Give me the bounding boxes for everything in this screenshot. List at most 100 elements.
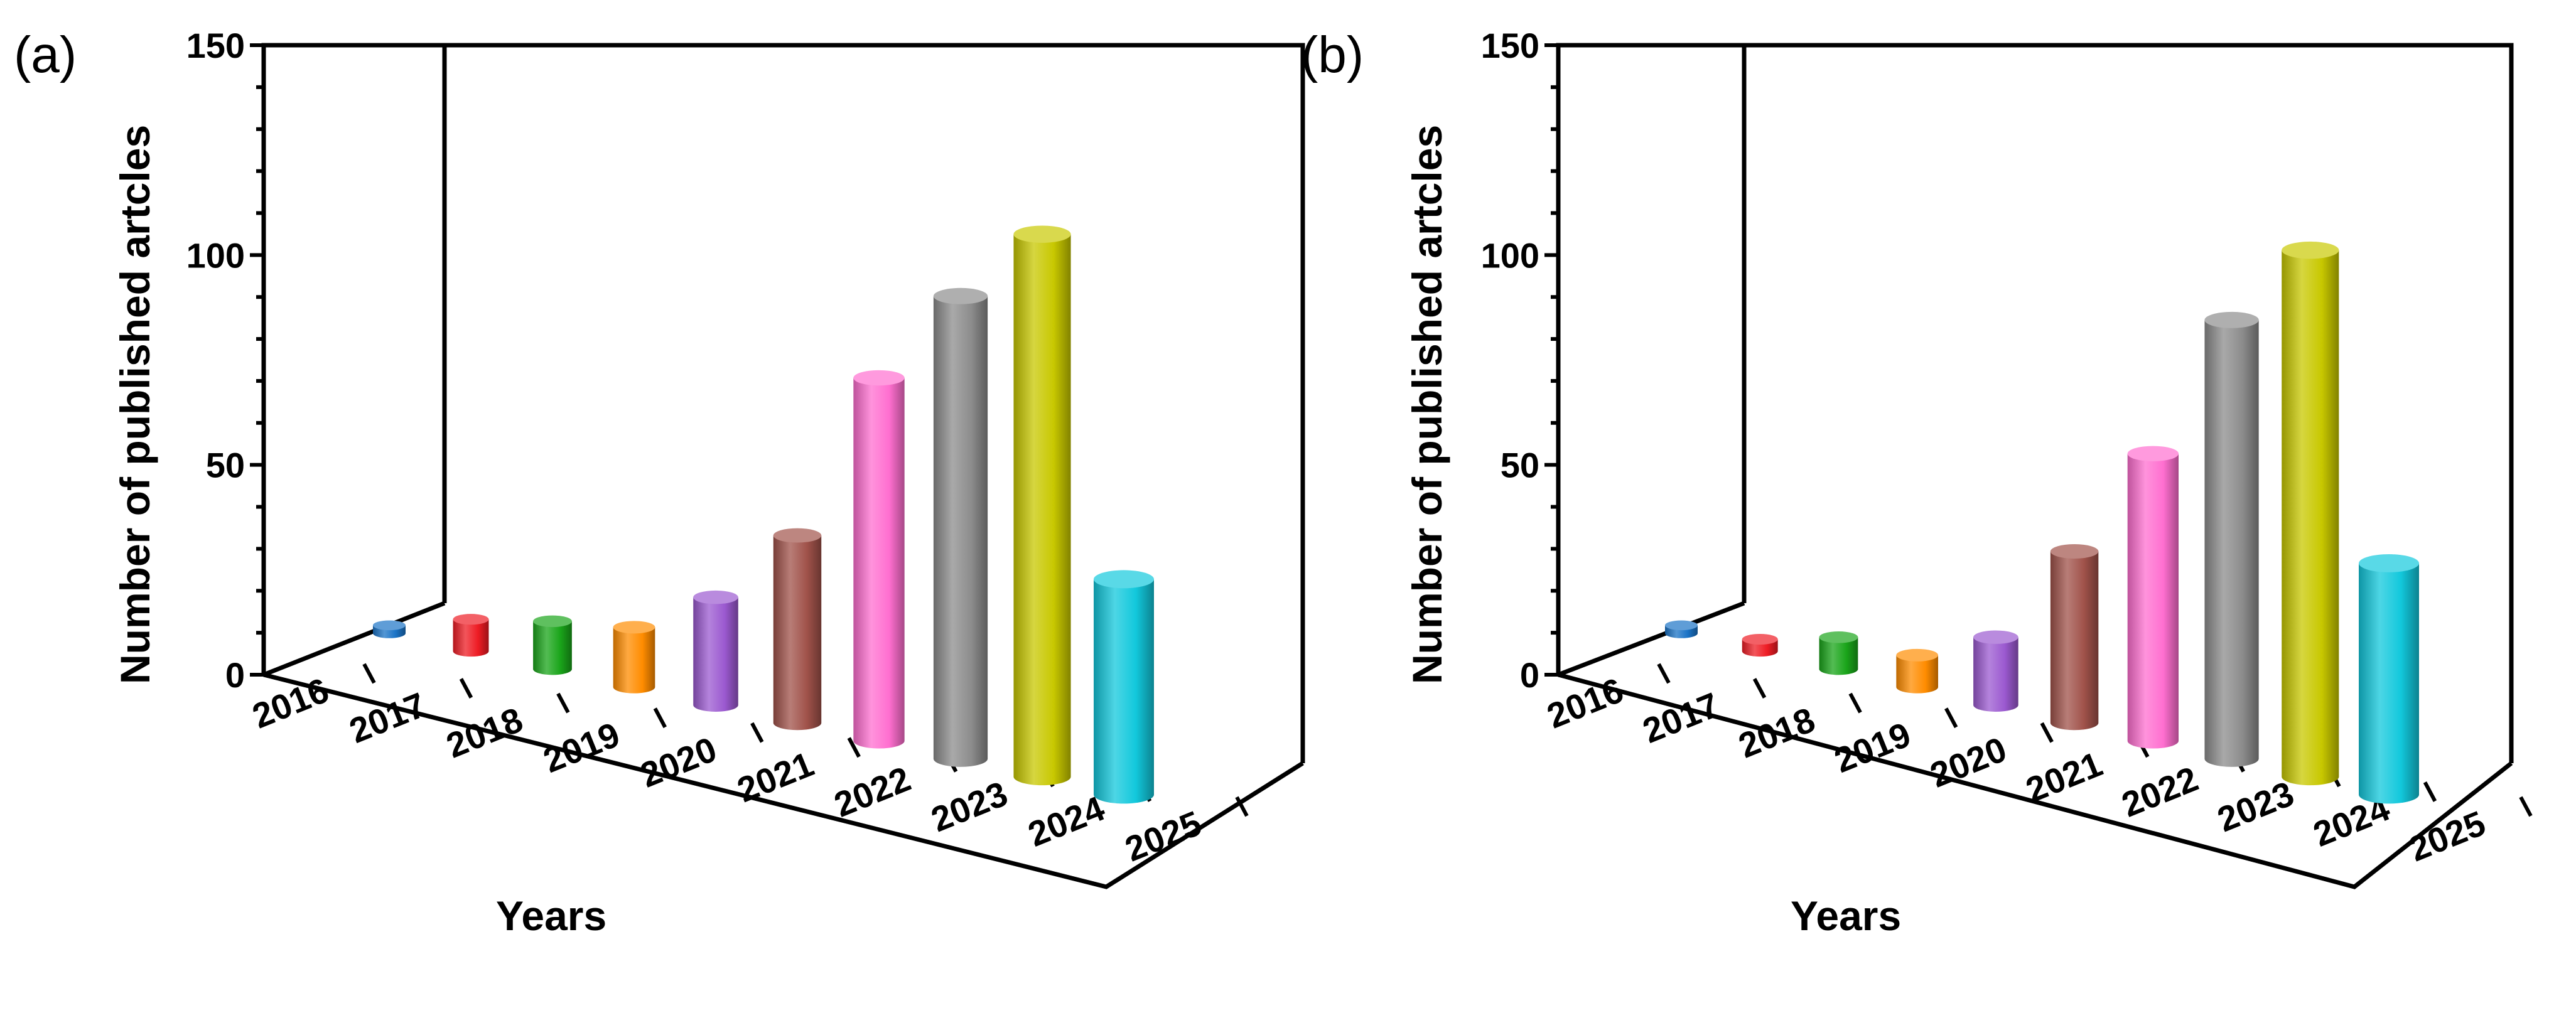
panel-label-b: (b) xyxy=(1301,26,1364,83)
bar-2016 xyxy=(373,620,406,638)
bar-top xyxy=(1819,631,1858,643)
bar-top xyxy=(693,590,738,604)
bar-2023 xyxy=(2204,311,2259,767)
bars-a xyxy=(373,225,1154,804)
bar-2018 xyxy=(1819,631,1858,675)
bar-2023 xyxy=(933,287,988,767)
bar-2016 xyxy=(1665,620,1698,638)
y-tick-label: 150 xyxy=(1481,26,1539,65)
x-tick-label: 2025 xyxy=(1119,803,1207,869)
x-tick xyxy=(362,663,376,684)
x-tick xyxy=(1235,796,1249,817)
x-tick-label: 2021 xyxy=(2020,744,2108,810)
x-tick-label: 2021 xyxy=(731,744,819,810)
x-tick-label: 2019 xyxy=(1829,714,1916,780)
x-tick xyxy=(1752,678,1767,699)
bar-2025 xyxy=(2359,554,2419,804)
bar-top xyxy=(2204,311,2259,328)
bar-top xyxy=(453,614,489,625)
bar-top xyxy=(2359,554,2419,572)
bar-top xyxy=(533,615,572,628)
bar-body xyxy=(1973,637,2018,712)
bar-body xyxy=(853,378,905,749)
bar-2019 xyxy=(613,621,655,694)
bar-body xyxy=(773,535,822,731)
bar-2018 xyxy=(533,615,572,675)
bar-top xyxy=(1665,620,1698,631)
bar-2021 xyxy=(2050,544,2099,731)
y-axis-title-b: Number of published artcles xyxy=(1404,125,1450,684)
bar-body xyxy=(2282,250,2339,786)
bar-body xyxy=(1094,579,1154,804)
x-tick-label: 2018 xyxy=(441,699,528,765)
bar-top xyxy=(1094,570,1154,589)
x-tick xyxy=(1848,692,1862,714)
bar-body xyxy=(1896,655,1938,694)
bar-body xyxy=(933,296,988,767)
x-tick-label: 2019 xyxy=(537,714,625,780)
bar-top xyxy=(373,620,406,631)
outer-frame-b xyxy=(1556,43,2514,763)
bar-top xyxy=(773,528,822,543)
floor-frame-b xyxy=(1558,672,2513,889)
bar-body xyxy=(2050,551,2099,731)
bar-2020 xyxy=(693,590,738,712)
bar-2025 xyxy=(1094,570,1154,804)
bar-2020 xyxy=(1973,630,2018,712)
x-tick-label: 2017 xyxy=(344,685,431,751)
bar-top xyxy=(2050,544,2099,559)
bar-top xyxy=(933,287,988,304)
bar-body xyxy=(533,621,572,675)
outer-frame-a xyxy=(261,43,1305,763)
axis-frame-b xyxy=(1556,43,2514,889)
x-tick xyxy=(1944,707,1958,729)
y-axis-ticks-b: 0 50 100 150 xyxy=(1481,26,1558,695)
x-tick-label: 2017 xyxy=(1637,685,1725,751)
y-tick-label: 150 xyxy=(186,26,245,65)
bar-body xyxy=(1819,637,1858,675)
y-tick-label: 100 xyxy=(186,235,245,275)
y-axis-ticks-a: 0 50 100 150 xyxy=(186,26,264,695)
x-tick xyxy=(2423,781,2437,802)
left-floor-edge-b xyxy=(1557,601,1745,677)
y-axis-title-a: Number of published artcles xyxy=(112,125,158,684)
bar-top xyxy=(853,370,905,386)
bar-top xyxy=(2127,446,2179,461)
x-tick xyxy=(2519,796,2533,817)
bar-2017 xyxy=(453,614,489,657)
floor-frame-a xyxy=(263,672,1304,889)
bar-2017 xyxy=(1742,633,1778,657)
y-tick-label: 50 xyxy=(206,446,245,485)
x-tick-label: 2023 xyxy=(2212,773,2299,839)
x-axis-title-b: Years xyxy=(1791,892,1901,939)
x-tick-label: 2022 xyxy=(2116,759,2203,825)
y-tick-label: 0 xyxy=(1520,655,1539,695)
bars-b xyxy=(1665,241,2419,804)
bar-body xyxy=(2359,563,2419,804)
bar-2024 xyxy=(2282,241,2339,786)
bar-2022 xyxy=(2127,446,2179,749)
bar-body xyxy=(453,619,489,657)
bar-2024 xyxy=(1013,225,1071,786)
bar-body xyxy=(693,597,738,712)
left-floor-edge-a xyxy=(262,601,446,677)
x-tick-label: 2022 xyxy=(829,759,916,825)
bar-top xyxy=(1742,633,1778,645)
x-tick xyxy=(750,722,764,743)
x-tick xyxy=(459,678,473,699)
bar-body xyxy=(613,627,655,694)
y-tick-label: 100 xyxy=(1481,235,1539,275)
bar-body xyxy=(1013,234,1071,786)
bar-2022 xyxy=(853,370,905,749)
bar-2021 xyxy=(773,528,822,731)
bar-top xyxy=(2282,241,2339,259)
bar-top xyxy=(613,621,655,634)
x-tick xyxy=(653,707,667,729)
x-tick xyxy=(847,737,861,758)
y-tick-label: 0 xyxy=(225,655,245,695)
axis-frame-a xyxy=(261,43,1305,889)
x-tick xyxy=(2040,722,2054,743)
